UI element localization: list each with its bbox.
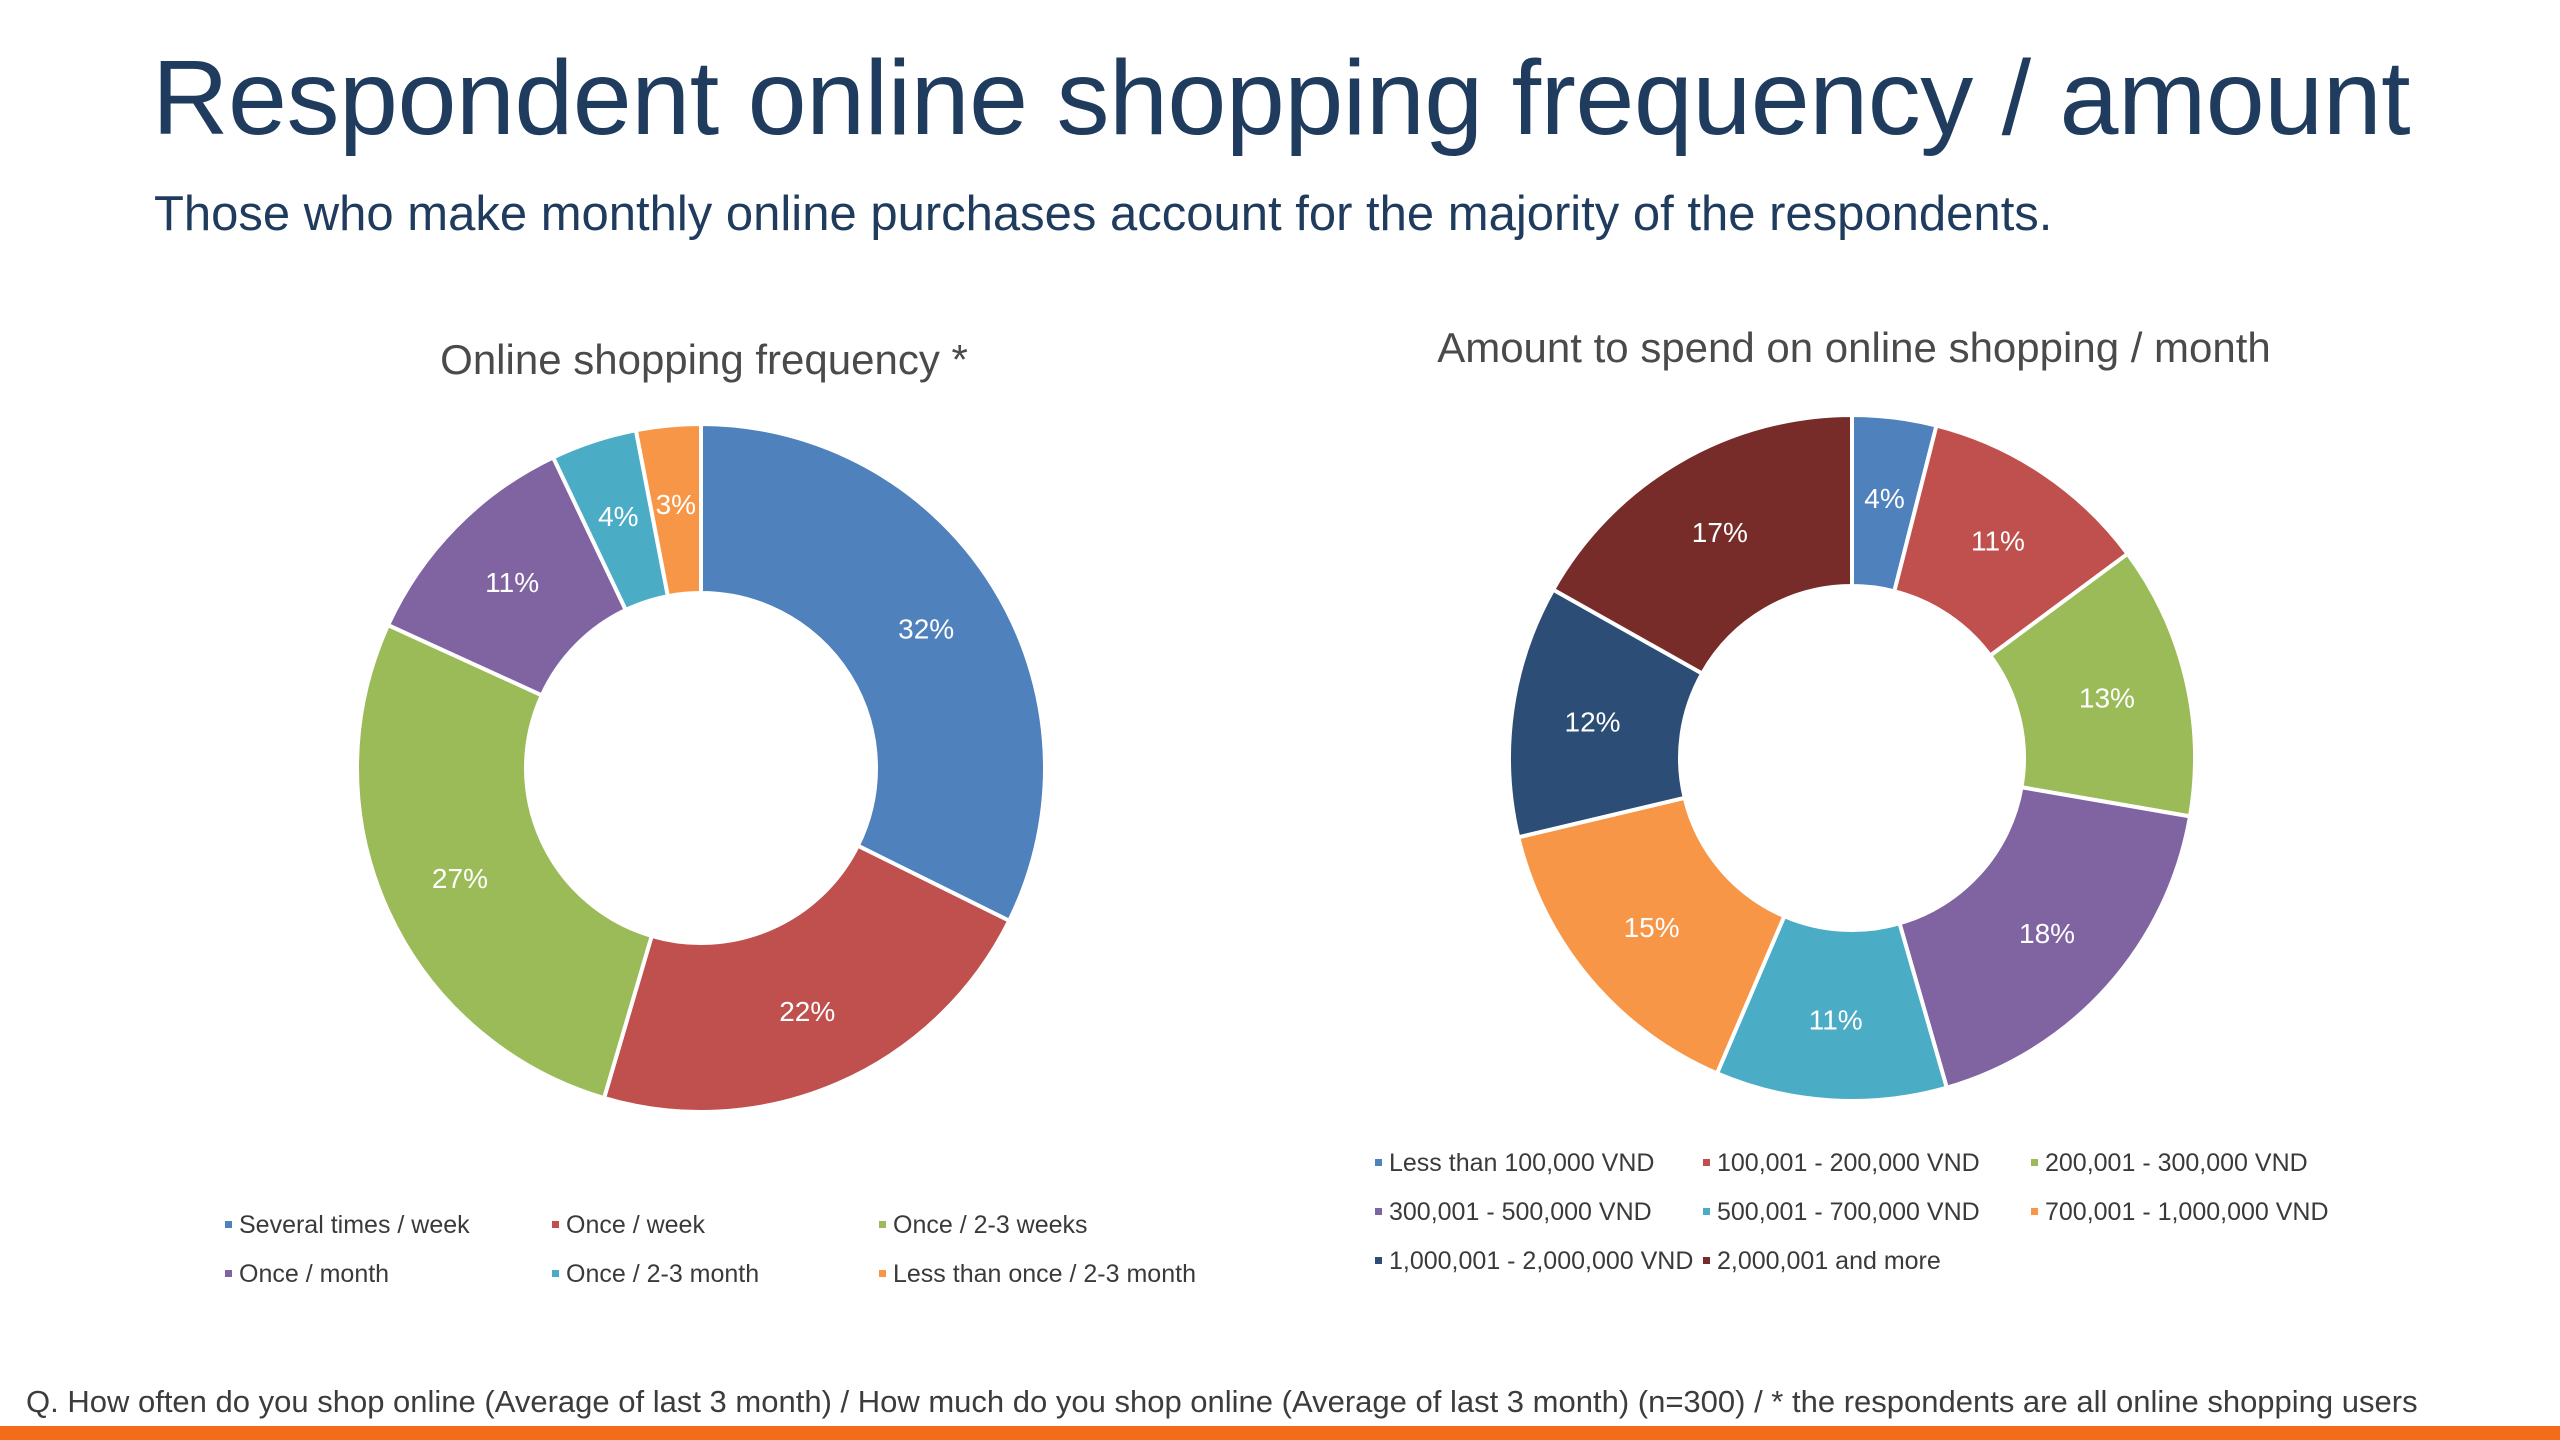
slice-500-001-700-000-vnd bbox=[1715, 914, 1949, 1103]
amount-chart-title: Amount to spend on online shopping / mon… bbox=[1437, 324, 2271, 371]
legend-label: 700,001 - 1,000,000 VND bbox=[2045, 1198, 2329, 1226]
data-label-700-001-1-000-000-vnd: 15% bbox=[1624, 912, 1680, 943]
legend-label: 100,001 - 200,000 VND bbox=[1717, 1149, 1980, 1177]
accent-bar bbox=[0, 1426, 2560, 1440]
page-title: Respondent online shopping frequency / a… bbox=[152, 39, 2411, 157]
legend-item-700-001-1-000-000-vnd: 700,001 - 1,000,000 VND bbox=[2031, 1198, 2329, 1226]
legend-item-500-001-700-000-vnd: 500,001 - 700,000 VND bbox=[1703, 1198, 1980, 1226]
slice-1-000-001-2-000-000-vnd bbox=[1507, 587, 1705, 840]
legend-item-2-000-001-and-more: 2,000,001 and more bbox=[1703, 1247, 1941, 1275]
slice-100-001-200-000-vnd bbox=[1892, 423, 2130, 658]
slice-less-than-once-2-3-month bbox=[633, 422, 703, 599]
legend-swatch bbox=[1703, 1257, 1710, 1264]
legend-swatch bbox=[2031, 1159, 2038, 1166]
footnote: Q. How often do you shop online (Average… bbox=[26, 1384, 2418, 1419]
amount-legend: Less than 100,000 VND 100,001 - 200,000 V… bbox=[1375, 1149, 2329, 1275]
legend-item-200-001-300-000-vnd: 200,001 - 300,000 VND bbox=[2031, 1149, 2308, 1177]
legend-label: Once / 2-3 weeks bbox=[893, 1211, 1088, 1239]
legend-label: 2,000,001 and more bbox=[1717, 1247, 1941, 1275]
legend-label: Once / 2-3 month bbox=[566, 1260, 759, 1288]
frequency-slices bbox=[355, 422, 1047, 1114]
legend-swatch bbox=[1703, 1159, 1710, 1166]
page-subtitle: Those who make monthly online purchases … bbox=[154, 187, 2053, 241]
slice-200-001-300-000-vnd bbox=[1988, 551, 2197, 819]
legend-swatch bbox=[1703, 1208, 1710, 1215]
amount-donut-chart: Amount to spend on online shopping / mon… bbox=[1375, 324, 2329, 1275]
legend-item-once-month: Once / month bbox=[225, 1260, 389, 1288]
data-label-once-2-3-weeks: 27% bbox=[432, 863, 488, 894]
legend-label: 1,000,001 - 2,000,000 VND bbox=[1389, 1247, 1693, 1275]
data-label-2-000-001-and-more: 17% bbox=[1692, 517, 1748, 548]
legend-item-100-001-200-000-vnd: 100,001 - 200,000 VND bbox=[1703, 1149, 1980, 1177]
slice-2-000-001-and-more bbox=[1551, 413, 1854, 676]
frequency-chart-title: Online shopping frequency * bbox=[440, 336, 968, 383]
amount-slices bbox=[1507, 413, 2197, 1103]
legend-label: Less than once / 2-3 month bbox=[893, 1260, 1196, 1288]
amount-data-labels: 4% 11% 13% 18% 11% 15% 12% 17% bbox=[1565, 483, 2135, 1035]
data-label-once-week: 22% bbox=[779, 996, 835, 1027]
data-label-500-001-700-000-vnd: 11% bbox=[1809, 1004, 1863, 1035]
data-label-300-001-500-000-vnd: 18% bbox=[2019, 918, 2075, 949]
legend-swatch bbox=[225, 1221, 232, 1228]
data-label-several-times-week: 32% bbox=[898, 613, 954, 644]
legend-swatch bbox=[552, 1221, 559, 1228]
frequency-data-labels: 32% 22% 27% 11% 4% 3% bbox=[432, 489, 954, 1027]
frequency-donut-chart: Online shopping frequency * 32% 22% 27% 11%… bbox=[225, 336, 1196, 1288]
slice-several-times-week bbox=[699, 422, 1047, 923]
legend-item-1-000-001-2-000-000-vnd: 1,000,001 - 2,000,000 VND bbox=[1375, 1247, 1693, 1275]
legend-item-once-2-3-month: Once / 2-3 month bbox=[552, 1260, 759, 1288]
legend-item-less-than-100-000-vnd: Less than 100,000 VND bbox=[1375, 1149, 1654, 1177]
legend-swatch bbox=[1375, 1257, 1382, 1264]
data-label-less-than-100-000-vnd: 4% bbox=[1864, 483, 1904, 514]
legend-swatch bbox=[225, 1270, 232, 1277]
legend-label: 300,001 - 500,000 VND bbox=[1389, 1198, 1652, 1226]
data-label-100-001-200-000-vnd: 11% bbox=[1971, 525, 2025, 556]
legend-label: Less than 100,000 VND bbox=[1389, 1149, 1654, 1177]
slice-300-001-500-000-vnd bbox=[1897, 785, 2192, 1090]
legend-swatch bbox=[552, 1270, 559, 1277]
legend-swatch bbox=[879, 1221, 886, 1228]
data-label-1-000-001-2-000-000-vnd: 12% bbox=[1565, 706, 1621, 737]
legend-swatch bbox=[879, 1270, 886, 1277]
legend-label: Several times / week bbox=[239, 1211, 470, 1239]
slice-once-week bbox=[602, 843, 1012, 1114]
data-label-once-2-3-month: 4% bbox=[598, 501, 638, 532]
legend-item-less-than-once-2-3-month: Less than once / 2-3 month bbox=[879, 1260, 1196, 1288]
legend-swatch bbox=[2031, 1208, 2038, 1215]
legend-item-300-001-500-000-vnd: 300,001 - 500,000 VND bbox=[1375, 1198, 1652, 1226]
legend-label: Once / month bbox=[239, 1260, 389, 1288]
frequency-legend: Several times / week Once / week Once / 2-… bbox=[225, 1211, 1196, 1288]
legend-item-once-2-3-weeks: Once / 2-3 weeks bbox=[879, 1211, 1088, 1239]
legend-swatch bbox=[1375, 1159, 1382, 1166]
data-label-once-month: 11% bbox=[485, 567, 539, 598]
legend-label: 200,001 - 300,000 VND bbox=[2045, 1149, 2308, 1177]
legend-label: Once / week bbox=[566, 1211, 705, 1239]
legend-label: 500,001 - 700,000 VND bbox=[1717, 1198, 1980, 1226]
legend-item-several-times-week: Several times / week bbox=[225, 1211, 470, 1239]
slice-700-001-1-000-000-vnd bbox=[1516, 795, 1787, 1076]
legend-item-once-week: Once / week bbox=[552, 1211, 705, 1239]
legend-swatch bbox=[1375, 1208, 1382, 1215]
slice-once-2-3-weeks bbox=[355, 623, 654, 1101]
data-label-less-than-once-2-3-month: 3% bbox=[656, 489, 696, 520]
data-label-200-001-300-000-vnd: 13% bbox=[2079, 682, 2135, 713]
